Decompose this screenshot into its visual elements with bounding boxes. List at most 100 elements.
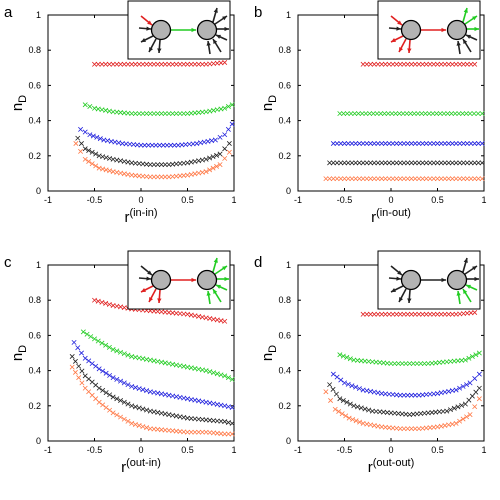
y-tick-label: 0.8	[278, 45, 291, 55]
data-point	[464, 140, 470, 146]
data-point	[158, 111, 164, 117]
data-point	[225, 375, 231, 381]
data-point	[93, 151, 99, 157]
data-point	[408, 392, 414, 398]
data-point	[166, 61, 172, 67]
data-point	[222, 431, 228, 437]
data-point	[158, 61, 164, 67]
data-point	[435, 390, 440, 396]
data-point	[334, 374, 340, 380]
data-point	[401, 311, 407, 317]
data-point	[107, 372, 113, 378]
node-circle	[446, 269, 468, 291]
data-point	[100, 387, 106, 393]
data-point	[386, 311, 392, 317]
data-point	[371, 311, 377, 317]
data-point	[188, 312, 194, 318]
data-point	[479, 160, 485, 166]
data-point	[382, 176, 388, 182]
data-point	[129, 354, 135, 360]
link-arrow-head	[191, 27, 196, 33]
data-point	[363, 111, 369, 117]
data-point	[473, 389, 479, 395]
data-point	[203, 156, 209, 162]
data-point	[164, 142, 170, 148]
data-point	[211, 316, 217, 322]
data-point	[379, 176, 385, 182]
data-point	[110, 302, 116, 308]
y-tick-label: 0.8	[28, 45, 41, 55]
x-tick-label: 0	[138, 445, 143, 455]
data-point	[467, 412, 473, 418]
y-axis-label-main: n	[9, 353, 26, 361]
data-point	[442, 311, 448, 317]
data-point	[218, 318, 224, 324]
data-point	[118, 349, 124, 355]
data-point	[445, 111, 451, 117]
data-point	[103, 107, 109, 113]
data-point	[453, 420, 459, 426]
data-point	[446, 311, 452, 317]
data-point	[419, 111, 425, 117]
data-point	[101, 137, 107, 143]
data-point	[86, 159, 92, 165]
data-point	[452, 111, 458, 117]
data-point	[337, 396, 343, 402]
data-point	[103, 300, 109, 306]
data-point	[192, 171, 198, 177]
data-point	[72, 358, 78, 364]
data-point	[401, 61, 407, 67]
data-point	[353, 140, 359, 146]
data-point	[96, 399, 102, 405]
data-point	[188, 61, 194, 67]
data-point	[430, 111, 436, 117]
panel-d: -1 -0.5 0 0.5 100.20.40.60.81r(out-out)nDd	[254, 250, 487, 476]
data-point	[397, 176, 403, 182]
node-circle	[400, 19, 422, 41]
in-arrow-head	[213, 289, 218, 294]
data-point	[423, 140, 429, 146]
data-point	[442, 176, 448, 182]
data-point	[401, 426, 407, 432]
x-tick-label: 1	[481, 195, 486, 205]
out-arrow-head	[222, 266, 227, 271]
data-point	[423, 176, 429, 182]
data-point	[87, 132, 93, 138]
data-point	[140, 356, 146, 362]
data-point	[144, 111, 150, 117]
x-axis-label-main: r	[124, 209, 129, 226]
data-point	[469, 393, 475, 399]
y-tick-label: 1	[36, 10, 41, 20]
data-point	[461, 140, 467, 146]
data-point	[118, 304, 124, 310]
data-point	[338, 160, 344, 166]
in-arrow-head	[456, 291, 461, 296]
data-point	[368, 422, 374, 428]
data-point	[468, 160, 474, 166]
data-point	[334, 140, 340, 146]
data-point	[155, 390, 161, 396]
data-point	[345, 381, 351, 387]
data-point	[196, 398, 202, 404]
data-point	[412, 61, 418, 67]
data-point	[78, 140, 84, 146]
data-point	[453, 61, 459, 67]
data-point	[136, 61, 142, 67]
data-point	[382, 61, 388, 67]
data-point	[408, 426, 414, 432]
data-point	[449, 421, 455, 427]
data-point	[457, 61, 463, 67]
data-point	[360, 420, 366, 426]
data-point	[347, 356, 353, 362]
data-point	[110, 169, 116, 175]
data-point	[153, 142, 159, 148]
data-point	[442, 140, 448, 146]
data-point	[112, 139, 118, 145]
x-axis-label-main: r	[368, 459, 373, 476]
data-point	[132, 404, 138, 410]
data-point	[437, 111, 443, 117]
data-point	[344, 111, 350, 117]
data-point	[382, 111, 387, 117]
data-point	[423, 160, 429, 166]
